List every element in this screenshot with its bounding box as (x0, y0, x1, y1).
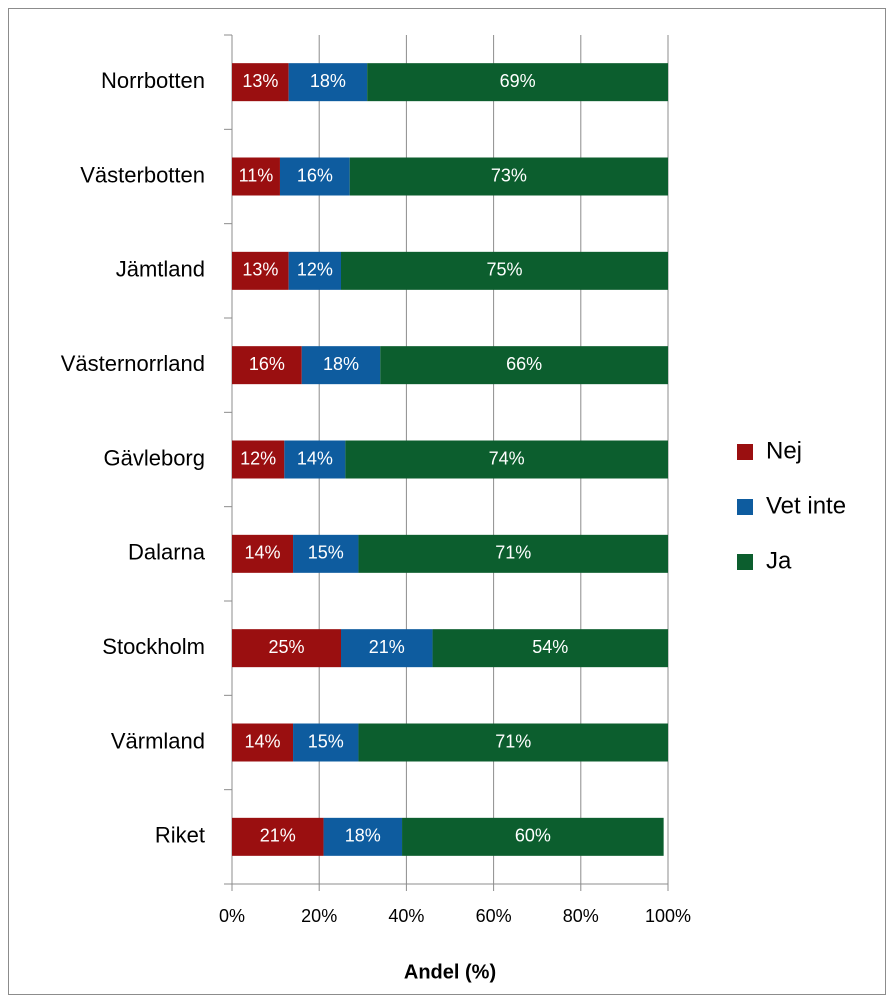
bar-segment (293, 534, 359, 573)
data-label: 15% (308, 543, 344, 563)
y-tick-label: Gävleborg (103, 445, 205, 470)
bar-segment (284, 440, 346, 479)
data-label: 71% (495, 731, 531, 751)
bar-segment (358, 723, 668, 762)
data-label: 60% (515, 826, 551, 846)
bar-segment (232, 157, 280, 196)
data-label: 21% (260, 826, 296, 846)
bar-segment (358, 534, 668, 573)
data-label: 14% (245, 731, 281, 751)
x-tick-label: 80% (563, 906, 599, 926)
data-label: 12% (297, 260, 333, 280)
bar-segment (232, 440, 285, 479)
x-axis-title: Andel (%) (404, 961, 496, 983)
data-label: 66% (506, 354, 542, 374)
bar-segment (380, 346, 668, 385)
y-tick-label: Värmland (111, 728, 205, 753)
bar-segment (367, 63, 668, 102)
y-tick-label: Västerbotten (80, 162, 205, 187)
x-tick-label: 0% (219, 906, 245, 926)
y-tick-label: Stockholm (102, 634, 205, 659)
bar-segment (345, 440, 668, 479)
data-label: 71% (495, 543, 531, 563)
bar-segment (402, 817, 664, 856)
legend-label: Vet inte (766, 492, 846, 519)
data-label: 11% (239, 165, 274, 185)
y-tick-label: Norrbotten (101, 68, 205, 93)
y-tick-label: Jämtland (116, 257, 205, 282)
y-tick-label: Västernorrland (61, 351, 205, 376)
data-label: 54% (532, 637, 568, 657)
x-tick-label: 20% (301, 906, 337, 926)
bar-segment (432, 629, 668, 668)
y-tick-label: Dalarna (128, 540, 206, 565)
legend-label: Nej (766, 437, 802, 464)
y-tick-label: Riket (155, 823, 205, 848)
data-label: 25% (268, 637, 304, 657)
bar-segment (341, 251, 668, 290)
data-label: 18% (310, 71, 346, 91)
bar-segment (301, 346, 381, 385)
data-label: 13% (242, 260, 278, 280)
bar-segment (279, 157, 350, 196)
data-label: 12% (240, 448, 276, 468)
bar-segment (293, 723, 359, 762)
data-label: 74% (489, 448, 525, 468)
bar-segment (232, 629, 341, 668)
legend-swatch (737, 444, 753, 460)
bar-segment (232, 723, 294, 762)
data-label: 18% (323, 354, 359, 374)
data-label: 69% (500, 71, 536, 91)
x-tick-label: 40% (388, 906, 424, 926)
legend-swatch (737, 499, 753, 515)
bar-segment (232, 817, 324, 856)
bar-segment (341, 629, 433, 668)
bar-segment (349, 157, 668, 196)
bar-segment (232, 63, 289, 102)
x-tick-label: 100% (645, 906, 691, 926)
bar-segment (232, 534, 294, 573)
data-label: 14% (245, 543, 281, 563)
data-label: 16% (249, 354, 285, 374)
bar-segment (288, 251, 341, 290)
bar-segment (232, 346, 302, 385)
bar-segment (323, 817, 403, 856)
x-tick-label: 60% (476, 906, 512, 926)
legend-label: Ja (766, 547, 792, 574)
data-label: 75% (486, 260, 522, 280)
data-label: 73% (491, 165, 527, 185)
data-label: 16% (297, 165, 333, 185)
bar-segment (288, 63, 368, 102)
data-label: 15% (308, 731, 344, 751)
bar-segment (232, 251, 289, 290)
data-label: 21% (369, 637, 405, 657)
data-label: 14% (297, 448, 333, 468)
data-label: 13% (242, 71, 278, 91)
legend-swatch (737, 554, 753, 570)
data-label: 18% (345, 826, 381, 846)
